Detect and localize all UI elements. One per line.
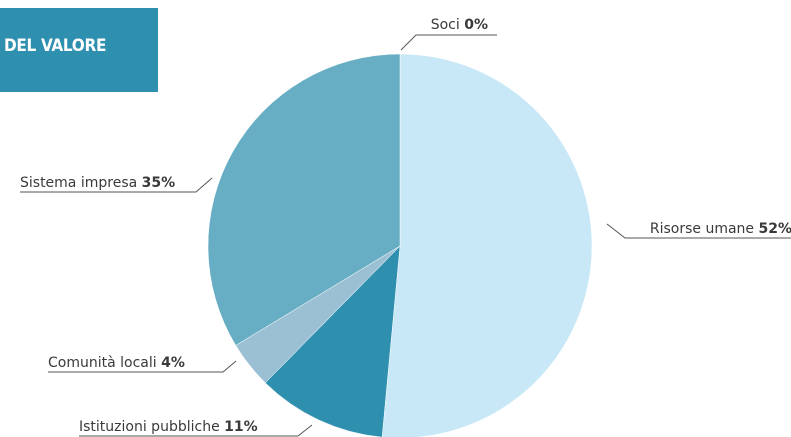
slice-label-value: 4%: [161, 355, 185, 371]
slice-labels: Risorse umane 52% Istituzioni pubbliche 1…: [20, 17, 791, 435]
leader-line-soci: [400, 34, 497, 51]
pie-slices: [207, 53, 593, 437]
slice-label-value: 0%: [464, 17, 488, 33]
slice-label-risorse-umane: Risorse umane 52%: [650, 221, 791, 237]
chart-title: DEL VALORE: [4, 36, 107, 56]
title-banner: DEL VALORE: [0, 8, 158, 92]
leader-line-sistema-impresa: [20, 177, 213, 193]
leader-line-risorse-umane: [606, 223, 791, 239]
pie-slice-risorse-umane: [381, 53, 593, 437]
slice-label-value: 11%: [224, 419, 258, 435]
slice-label-sistema-impresa: Sistema impresa 35%: [20, 175, 175, 191]
slice-label-name: Sistema impresa: [20, 175, 142, 191]
leader-lines: [20, 34, 791, 437]
slice-label-name: Comunità locali: [48, 355, 161, 371]
pie-slice-istituzioni-pubbliche: [264, 245, 401, 437]
slice-label-value: 52%: [758, 221, 791, 237]
leader-line-comunita-locali: [48, 360, 237, 373]
slice-label-comunita-locali: Comunità locali 4%: [48, 355, 185, 371]
pie-slice-sistema-impresa: [207, 53, 401, 346]
slice-label-name: Risorse umane: [650, 221, 759, 237]
leader-line-istituzioni-pubbliche: [79, 424, 313, 437]
slice-label-soci: Soci 0%: [431, 17, 488, 33]
slice-label-name: Soci: [431, 17, 465, 33]
slice-label-value: 35%: [142, 175, 176, 191]
slice-label-name: Istituzioni pubbliche: [79, 419, 224, 435]
slice-label-istituzioni-pubbliche: Istituzioni pubbliche 11%: [79, 419, 258, 435]
